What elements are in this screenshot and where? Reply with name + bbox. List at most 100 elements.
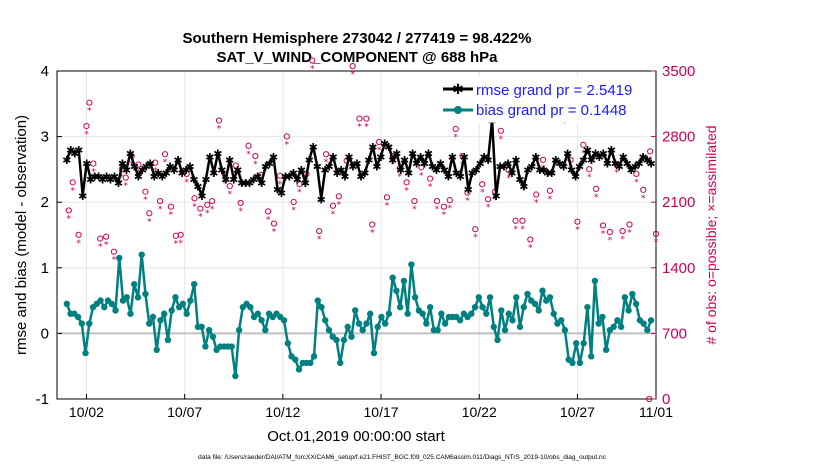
rmse-point: ✱	[440, 164, 449, 177]
rmse-point: ✱	[102, 170, 111, 183]
obs-possible-marker	[226, 182, 233, 190]
obs-assimilated-marker: *	[453, 133, 458, 143]
rmse-point: ✱	[555, 157, 564, 170]
obs-assimilated-marker: *	[548, 195, 553, 205]
rmse-point: ✱	[201, 174, 210, 187]
obs-assimilated-marker: *	[184, 178, 189, 188]
rmse-point: ✱	[575, 161, 584, 174]
bias-point	[146, 320, 153, 327]
rmse-point: ✱	[82, 157, 91, 170]
bias-point	[190, 281, 198, 288]
obs-assimilated-marker: *	[84, 130, 89, 140]
obs-possible-marker	[383, 194, 391, 201]
obs-assimilated-marker: *	[324, 158, 329, 168]
rmse-point: ✱	[511, 154, 520, 167]
obs-possible-marker	[418, 164, 425, 171]
obs-assimilated-marker: *	[435, 205, 440, 215]
rmse-point: ✱	[495, 161, 504, 174]
bias-point	[580, 340, 587, 347]
bias-point	[393, 287, 400, 294]
rmse-point: ✱	[142, 161, 151, 174]
bias-point	[112, 307, 119, 314]
bias-point	[187, 297, 194, 304]
rmse-point: ✱	[436, 157, 445, 170]
rmse-point: ✱	[122, 164, 131, 177]
rmse-point: ✱	[90, 170, 99, 183]
rmse-point: ✱	[599, 148, 608, 161]
obs-possible-marker	[75, 231, 82, 238]
obs-assimilated-marker: *	[129, 160, 134, 170]
rmse-point: ✱	[623, 157, 632, 170]
bias-point	[378, 313, 385, 321]
rmse-point: ✱	[348, 161, 357, 174]
y-left-tick-label: 0	[41, 325, 49, 342]
bias-point	[209, 333, 217, 340]
obs-possible-marker	[146, 210, 153, 217]
x-tick-label: 10/22	[462, 404, 497, 420]
bias-point	[138, 251, 145, 258]
obs-assimilated-marker: *	[634, 178, 639, 188]
bias-point	[340, 336, 348, 344]
obs-assimilated-marker: *	[473, 233, 478, 243]
obs-assimilated-marker: *	[397, 172, 402, 182]
bias-point	[434, 326, 441, 334]
rmse-point: ✱	[551, 154, 560, 167]
obs-possible-marker	[290, 198, 297, 206]
bias-point	[168, 307, 175, 314]
obs-possible-marker	[197, 205, 204, 212]
obs-possible-marker	[172, 232, 179, 239]
rmse-point: ✱	[499, 161, 508, 174]
bias-point	[486, 294, 494, 301]
bias-point	[232, 372, 239, 380]
obs-assimilated-marker: *	[404, 186, 409, 196]
bias-point	[74, 313, 82, 321]
rmse-point: ✱	[225, 154, 234, 167]
obs-possible-marker	[265, 208, 272, 215]
rmse-point: ✱	[535, 164, 544, 177]
obs-possible-marker	[329, 202, 337, 209]
obs-assimilated-marker: *	[337, 200, 342, 210]
chart-title: Southern Hemisphere 273042 / 277419 = 98…	[183, 30, 532, 47]
obs-assimilated-marker: *	[67, 214, 72, 224]
rmse-point: ✱	[62, 154, 71, 167]
rmse-point: ✱	[126, 148, 135, 161]
bias-point	[127, 310, 134, 317]
rmse-point: ✱	[340, 170, 349, 183]
obs-possible-marker	[135, 161, 142, 168]
obs-possible-marker	[403, 179, 410, 186]
rmse-point: ✱	[285, 170, 294, 183]
obs-assimilated-marker: *	[259, 179, 264, 189]
y-axis-right-label: # of obs: o=possible; ×=assimilated	[703, 125, 719, 344]
rmse-point: ✱	[571, 170, 580, 183]
bias-point	[490, 323, 497, 331]
obs-assimilated-marker: *	[364, 123, 369, 133]
rmse-point: ✱	[98, 174, 107, 187]
obs-possible-marker	[640, 186, 647, 193]
rmse-point: ✱	[543, 167, 552, 180]
obs-possible-marker	[152, 159, 159, 166]
rmse-point: ✱	[380, 138, 389, 151]
obs-assimilated-marker: *	[614, 169, 619, 179]
bias-point	[280, 317, 288, 324]
bias-point	[82, 349, 89, 357]
rmse-point: ✱	[428, 161, 437, 174]
bias-point	[411, 294, 419, 301]
rmse-point: ✱	[456, 170, 465, 183]
obs-possible-marker	[86, 99, 93, 106]
obs-assimilated-marker: *	[534, 199, 539, 209]
rmse-point: ✱	[424, 148, 433, 161]
rmse-point: ✱	[114, 177, 123, 190]
obs-assimilated-marker: *	[428, 183, 433, 193]
bias-point	[396, 303, 404, 311]
y-right-tick-label: 2800	[662, 129, 695, 146]
obs-assimilated-marker: *	[143, 196, 148, 206]
obs-assimilated-marker: *	[499, 135, 504, 145]
rmse-point: ✱	[162, 167, 171, 180]
bias-point	[400, 277, 408, 285]
obs-possible-marker	[586, 166, 593, 173]
rmse-point: ✱	[241, 177, 250, 190]
bias-point	[647, 317, 655, 324]
bias-point	[595, 320, 602, 327]
obs-assimilated-marker: *	[350, 70, 355, 80]
bias-point	[426, 303, 434, 311]
